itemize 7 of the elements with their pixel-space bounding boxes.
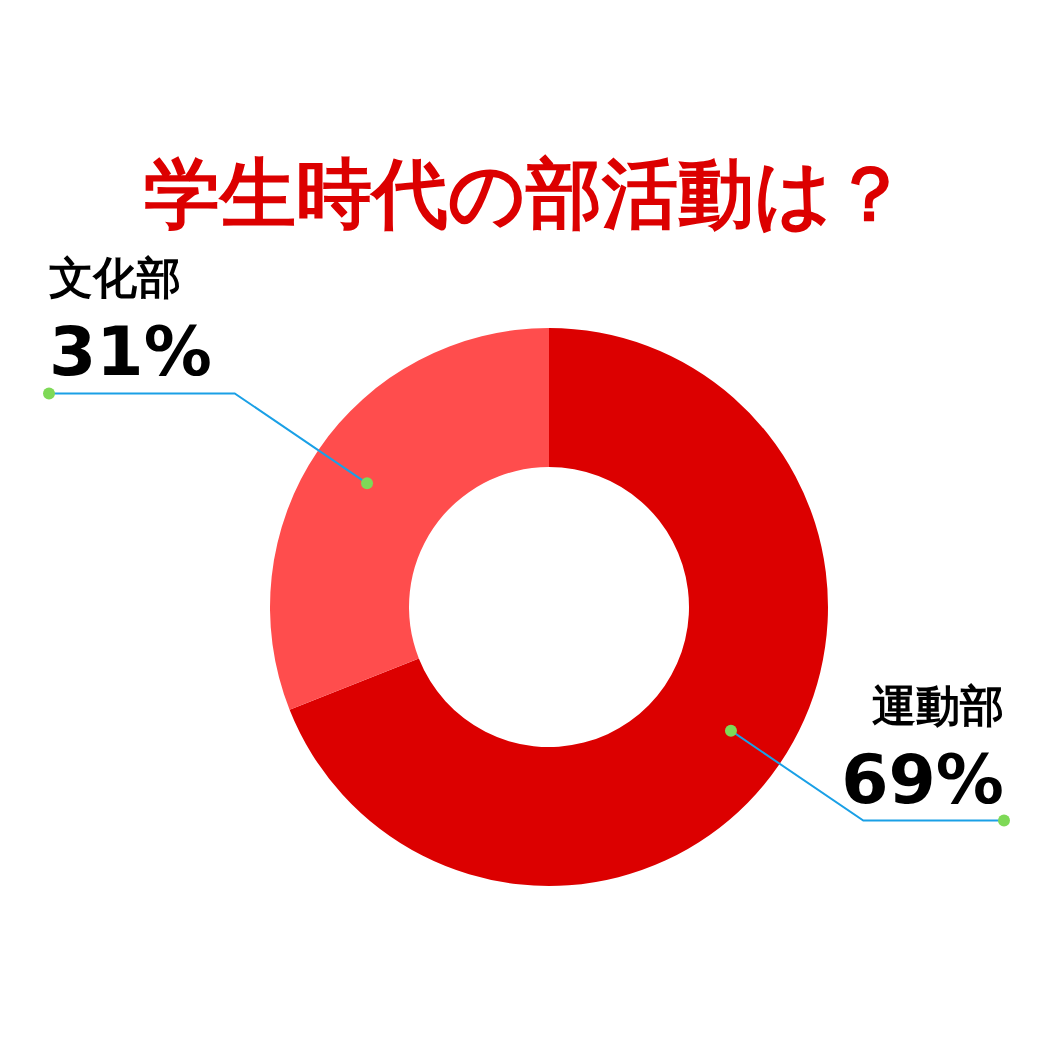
donut-slice xyxy=(289,328,828,886)
donut-slice xyxy=(270,328,549,710)
data-label: 31% xyxy=(49,312,212,392)
slice-label: 運動部 xyxy=(872,679,1004,731)
chart-title: 学生時代の部活動は？ xyxy=(144,149,908,238)
data-label: 69% xyxy=(841,739,1004,819)
slice-label: 文化部 xyxy=(49,252,181,304)
